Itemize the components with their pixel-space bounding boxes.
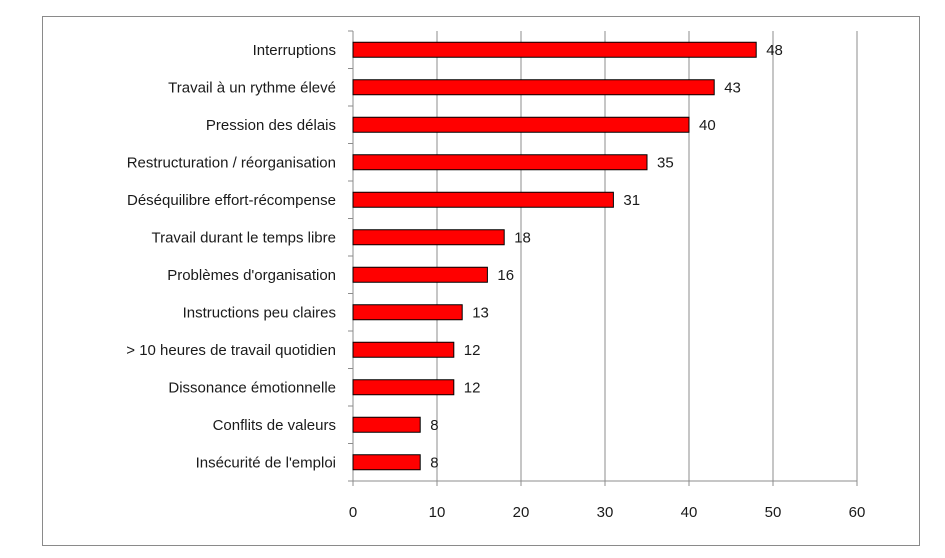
data-label: 8 xyxy=(430,417,438,434)
category-label: Conflits de valeurs xyxy=(213,417,336,434)
category-label: Travail durant le temps libre xyxy=(151,229,336,246)
bar xyxy=(352,41,757,58)
category-label: Déséquilibre effort-récompense xyxy=(127,192,336,209)
bar xyxy=(352,454,421,471)
x-tick-label: 20 xyxy=(513,504,530,521)
bar xyxy=(352,341,455,358)
bar xyxy=(352,79,715,96)
bar xyxy=(352,229,505,246)
data-label: 35 xyxy=(657,154,674,171)
bar xyxy=(352,304,463,321)
x-tick-label: 30 xyxy=(597,504,614,521)
x-tick-label: 60 xyxy=(849,504,866,521)
bar xyxy=(352,191,614,208)
category-label: Problèmes d'organisation xyxy=(167,267,336,284)
category-label: Dissonance émotionnelle xyxy=(168,379,336,396)
category-label: > 10 heures de travail quotidien xyxy=(126,342,336,359)
data-label: 18 xyxy=(514,229,531,246)
x-tick-label: 50 xyxy=(765,504,782,521)
bar xyxy=(352,266,488,283)
bar xyxy=(352,116,690,133)
x-tick-label: 40 xyxy=(681,504,698,521)
x-tick-label: 0 xyxy=(349,504,357,521)
data-label: 43 xyxy=(724,79,741,96)
category-label: Pression des délais xyxy=(206,117,336,134)
data-label: 13 xyxy=(472,304,489,321)
data-label: 8 xyxy=(430,454,438,471)
category-label: Instructions peu claires xyxy=(183,304,336,321)
data-label: 12 xyxy=(464,342,481,359)
data-label: 16 xyxy=(497,267,514,284)
data-label: 40 xyxy=(699,117,716,134)
x-tick-label: 10 xyxy=(429,504,446,521)
data-label: 31 xyxy=(623,192,640,209)
bar xyxy=(352,379,455,396)
category-label: Insécurité de l'emploi xyxy=(196,454,336,471)
data-label: 12 xyxy=(464,379,481,396)
bar xyxy=(352,416,421,433)
category-label: Restructuration / réorganisation xyxy=(127,154,336,171)
bar xyxy=(352,154,648,171)
data-label: 48 xyxy=(766,42,783,59)
category-label: Interruptions xyxy=(253,42,336,59)
category-label: Travail à un rythme élevé xyxy=(168,79,336,96)
